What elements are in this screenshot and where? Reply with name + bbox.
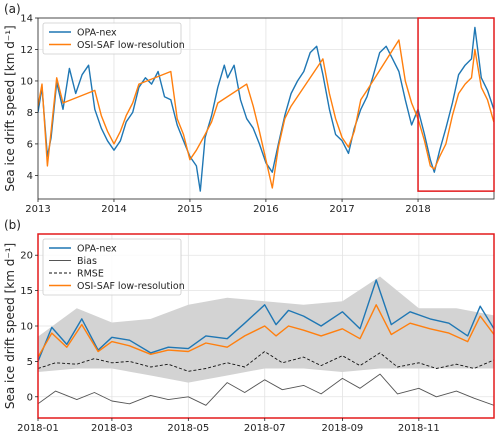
legend-box: [42, 238, 182, 296]
series-line-opa-nex: [38, 279, 494, 362]
series-line-rmse: [38, 351, 494, 372]
x-tick-label: 2018-01: [17, 423, 59, 432]
x-tick-label: 2016: [253, 204, 278, 215]
x-tick-label: 2018: [405, 204, 430, 215]
legend-label: OSI-SAF low-resolution: [77, 40, 185, 51]
x-tick-label: 2018-11: [398, 423, 440, 432]
y-tick-label: 10: [20, 322, 33, 333]
y-tick-label: 4: [27, 171, 33, 182]
panel-a: (a) 4 6 8 10 12 14 2013 2014 2015 2016 2017 2018 Sea …: [3, 2, 495, 215]
legend-label: OSI-SAF low-resolution: [77, 281, 185, 292]
x-tick-label: 2014: [101, 204, 126, 215]
y-tick-label: 10: [20, 76, 33, 87]
y-tick-label: 6: [27, 139, 33, 150]
legend-label: Bias: [77, 256, 97, 267]
y-tick-label: 15: [20, 286, 33, 297]
x-tick-label: 2015: [177, 204, 202, 215]
uncertainty-band: [38, 276, 494, 383]
x-tick-label: 2018-05: [167, 423, 209, 432]
y-axis-label: Sea ice drift speed [km d⁻¹]: [3, 25, 17, 191]
y-axis-label: Sea ice drift speed [km d⁻¹]: [3, 243, 17, 409]
panel-b: (b) 0 5 10 15 20 2018-01 2018-03 2018-05 2018-07 2…: [3, 218, 495, 432]
x-tick-label: 2017: [329, 204, 354, 215]
legend-box: [42, 22, 182, 55]
series-line-opa-nex: [38, 26, 494, 192]
legend-label: OPA-nex: [77, 28, 117, 39]
series-line-osi-saf-low-resolution: [38, 39, 494, 189]
highlight-box: [417, 17, 495, 192]
series-line-osi-saf-low-resolution: [38, 304, 494, 358]
legend-label: OPA-nex: [77, 244, 117, 255]
x-tick-label: 2018-07: [244, 423, 286, 432]
x-tick-label: 2018-03: [91, 423, 133, 432]
y-tick-label: 0: [27, 392, 33, 403]
y-tick-label: 14: [20, 14, 33, 25]
x-tick-label: 2013: [25, 204, 50, 215]
legend-label: RMSE: [77, 269, 104, 280]
y-tick-label: 8: [27, 108, 33, 119]
x-tick-label: 2018-09: [322, 423, 364, 432]
plot-content: [38, 26, 494, 192]
y-tick-label: 20: [20, 251, 33, 262]
plot-content: [38, 276, 494, 406]
y-tick-label: 5: [27, 357, 33, 368]
panel-label: (b): [4, 218, 21, 232]
panel-label: (a): [4, 2, 21, 16]
y-tick-label: 12: [20, 45, 33, 56]
series-line-bias: [38, 373, 494, 406]
